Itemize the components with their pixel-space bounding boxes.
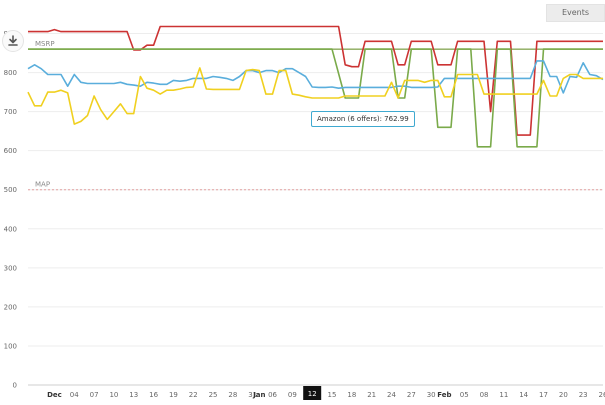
y-tick-label: 400 bbox=[4, 225, 17, 233]
y-tick-label: 600 bbox=[4, 147, 17, 155]
x-tick-label: Jan bbox=[252, 391, 265, 399]
x-tick-label: 20 bbox=[559, 391, 568, 399]
x-tick-label: 23 bbox=[579, 391, 588, 399]
events-button[interactable]: Events bbox=[546, 4, 605, 22]
y-tick-label: 700 bbox=[4, 108, 17, 116]
x-tick-label: 22 bbox=[189, 391, 198, 399]
reference-label-map: MAP bbox=[35, 181, 50, 189]
y-tick-label: 0 bbox=[13, 382, 17, 390]
x-tick-label: 09 bbox=[288, 391, 297, 399]
x-tick-label: 14 bbox=[519, 391, 528, 399]
series-line-2 bbox=[28, 48, 603, 148]
x-tick-label: 21 bbox=[367, 391, 376, 399]
x-tick-label: 15 bbox=[328, 391, 337, 399]
y-tick-label: 800 bbox=[4, 69, 17, 77]
y-tick-label: 300 bbox=[4, 264, 17, 272]
reference-label-msrp: MSRP bbox=[35, 40, 55, 48]
x-tick-label: 12 bbox=[308, 390, 317, 398]
x-tick-label: 04 bbox=[70, 391, 79, 399]
x-tick-label: 26 bbox=[599, 391, 605, 399]
x-tick-label: 10 bbox=[109, 391, 118, 399]
x-tick-label: 30 bbox=[427, 391, 436, 399]
price-tooltip: Amazon (6 offers): 762.99 bbox=[311, 111, 415, 127]
y-tick-label: 200 bbox=[4, 303, 17, 311]
x-tick-label: 27 bbox=[407, 391, 416, 399]
x-tick-highlight bbox=[303, 386, 322, 400]
x-tick-label: 24 bbox=[387, 391, 396, 399]
download-button[interactable] bbox=[2, 30, 24, 52]
x-tick-label: 05 bbox=[460, 391, 469, 399]
series-line-3 bbox=[27, 60, 604, 94]
x-tick-label: Feb bbox=[437, 391, 451, 399]
x-tick-label: 31 bbox=[248, 391, 257, 399]
x-tick-label: Dec bbox=[47, 391, 62, 399]
x-tick-label: 25 bbox=[209, 391, 218, 399]
x-tick-label: 19 bbox=[169, 391, 178, 399]
x-tick-label: 08 bbox=[480, 391, 489, 399]
x-tick-label: 11 bbox=[499, 391, 508, 399]
x-tick-label: 28 bbox=[228, 391, 237, 399]
x-tick-label: 06 bbox=[268, 391, 277, 399]
x-tick-label: 07 bbox=[90, 391, 99, 399]
download-icon bbox=[8, 35, 18, 46]
series-line-4 bbox=[27, 67, 603, 125]
x-tick-label: 13 bbox=[129, 391, 138, 399]
x-tick-label: 17 bbox=[539, 391, 548, 399]
x-tick-label: 16 bbox=[149, 391, 158, 399]
y-tick-label: 500 bbox=[4, 186, 17, 194]
y-tick-label: 100 bbox=[4, 342, 17, 350]
x-tick-label: 18 bbox=[347, 391, 356, 399]
series-line-1 bbox=[28, 25, 603, 136]
